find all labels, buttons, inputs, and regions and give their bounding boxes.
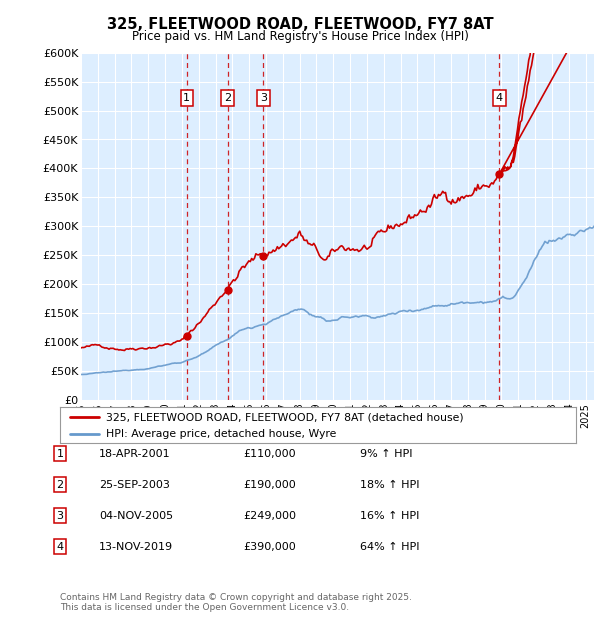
Text: 325, FLEETWOOD ROAD, FLEETWOOD, FY7 8AT: 325, FLEETWOOD ROAD, FLEETWOOD, FY7 8AT	[107, 17, 493, 32]
Text: Contains HM Land Registry data © Crown copyright and database right 2025.
This d: Contains HM Land Registry data © Crown c…	[60, 593, 412, 612]
Text: 2: 2	[56, 480, 64, 490]
Text: 18-APR-2001: 18-APR-2001	[99, 449, 170, 459]
Text: 13-NOV-2019: 13-NOV-2019	[99, 542, 173, 552]
Text: £249,000: £249,000	[243, 511, 296, 521]
Text: 9% ↑ HPI: 9% ↑ HPI	[360, 449, 413, 459]
Text: 25-SEP-2003: 25-SEP-2003	[99, 480, 170, 490]
Text: 3: 3	[56, 511, 64, 521]
Text: £110,000: £110,000	[243, 449, 296, 459]
Text: £190,000: £190,000	[243, 480, 296, 490]
Text: 04-NOV-2005: 04-NOV-2005	[99, 511, 173, 521]
Text: 325, FLEETWOOD ROAD, FLEETWOOD, FY7 8AT (detached house): 325, FLEETWOOD ROAD, FLEETWOOD, FY7 8AT …	[106, 412, 464, 422]
Text: 4: 4	[56, 542, 64, 552]
Text: 1: 1	[183, 93, 190, 103]
Text: 4: 4	[496, 93, 503, 103]
Text: 1: 1	[56, 449, 64, 459]
Text: HPI: Average price, detached house, Wyre: HPI: Average price, detached house, Wyre	[106, 429, 337, 440]
Text: Price paid vs. HM Land Registry's House Price Index (HPI): Price paid vs. HM Land Registry's House …	[131, 30, 469, 43]
Text: 2: 2	[224, 93, 232, 103]
Text: 64% ↑ HPI: 64% ↑ HPI	[360, 542, 419, 552]
Text: £390,000: £390,000	[243, 542, 296, 552]
Text: 16% ↑ HPI: 16% ↑ HPI	[360, 511, 419, 521]
Text: 18% ↑ HPI: 18% ↑ HPI	[360, 480, 419, 490]
Text: 3: 3	[260, 93, 267, 103]
